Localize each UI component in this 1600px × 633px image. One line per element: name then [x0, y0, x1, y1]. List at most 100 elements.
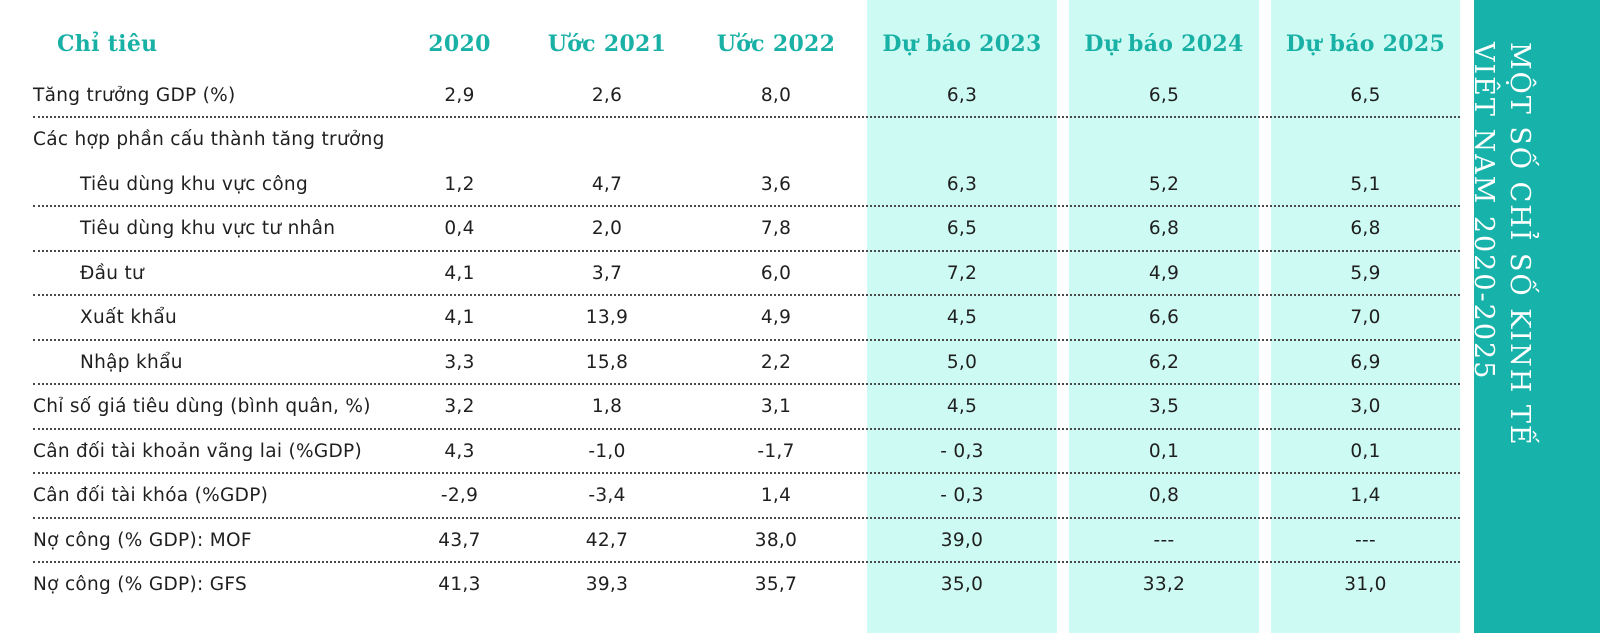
row-value: 6,3: [946, 84, 978, 106]
forecast-2024-highlight: [1069, 0, 1259, 633]
row-value: 2,0: [591, 218, 623, 239]
row-label: Các hợp phần cấu thành tăng trưởng: [33, 129, 385, 150]
row-value: 7,2: [946, 262, 978, 284]
row-label: Cân đối tài khoản vãng lai (%GDP): [33, 440, 363, 462]
row-value: 8,0: [760, 84, 792, 106]
table-row: Xuất khẩu 4,1 13,9 4,9 4,5 6,6 7,0: [0, 296, 1474, 340]
row-value: 3,2: [444, 396, 475, 417]
row-value: 5,9: [1350, 262, 1381, 284]
row-label: Tăng trưởng GDP (%): [33, 84, 236, 106]
table-header-row: Chỉ tiêu 2020 Ước 2021 Ước 2022 Dự báo 2…: [0, 22, 1474, 66]
row-value: 4,9: [760, 307, 792, 328]
row-value: 6,5: [946, 218, 978, 239]
row-separator: [33, 472, 1460, 474]
row-value: 4,1: [444, 307, 475, 328]
row-separator: [33, 516, 1460, 519]
table-row: Tăng trưởng GDP (%) 2,9 2,6 8,0 6,3 6,5 6,5: [0, 73, 1474, 117]
economic-indicators-table: Chỉ tiêu 2020 Ước 2021 Ước 2022 Dự báo 2…: [0, 22, 1474, 607]
row-value: 0,1: [1350, 440, 1381, 462]
forecast-2025-highlight: [1271, 0, 1460, 633]
row-value: -1,0: [588, 440, 626, 462]
row-value: 6,5: [1148, 84, 1180, 106]
row-label: Đầu tư: [80, 262, 145, 284]
row-value: ---: [1153, 529, 1175, 551]
row-value: 5,0: [946, 351, 978, 373]
row-separator: [33, 561, 1460, 563]
table-row: Nợ công (% GDP): MOF 43,7 42,7 38,0 39,0 --- -…: [0, 518, 1474, 562]
row-value: 6,8: [1148, 218, 1180, 239]
row-value: 13,9: [585, 307, 629, 328]
sidebar-panel: [1474, 0, 1600, 633]
row-value: -3,4: [588, 485, 626, 506]
sidebar-title-line2: VIỆT NAM 2020-2025: [1468, 42, 1499, 381]
header-2020: 2020: [428, 31, 491, 57]
row-value: [705, 118, 847, 162]
row-value: 7,0: [1350, 307, 1381, 328]
row-value: 3,1: [760, 396, 792, 417]
row-value: 35,7: [754, 574, 798, 595]
row-value: 6,5: [1350, 84, 1381, 106]
row-label: Nợ công (% GDP): MOF: [33, 529, 252, 551]
row-value: 41,3: [438, 574, 481, 595]
row-value: 1,4: [1350, 485, 1381, 506]
row-label: Cân đối tài khóa (%GDP): [33, 485, 269, 506]
row-value: 7,8: [760, 218, 792, 239]
row-value: 42,7: [585, 529, 629, 551]
table-row: Các hợp phần cấu thành tăng trưởng: [0, 118, 1474, 162]
row-value: 1,2: [444, 173, 475, 195]
row-value: 6,8: [1350, 218, 1381, 239]
row-value: 31,0: [1344, 574, 1387, 595]
row-value: 1,8: [591, 396, 623, 417]
row-value: 39,3: [585, 574, 629, 595]
row-label: Nợ công (% GDP): GFS: [33, 574, 248, 595]
row-value: - 0,3: [940, 440, 984, 462]
row-value: 6,6: [1148, 307, 1180, 328]
row-separator: [33, 383, 1460, 385]
row-value: -2,9: [440, 485, 479, 506]
row-label: Tiêu dùng khu vực tư nhân: [80, 218, 336, 239]
row-value: 4,7: [591, 173, 623, 195]
row-value: [1271, 118, 1460, 162]
row-value: 15,8: [585, 351, 629, 373]
row-value: 3,0: [1350, 396, 1381, 417]
row-value: 6,9: [1350, 351, 1381, 373]
row-separator: [33, 249, 1460, 252]
row-value: [403, 118, 516, 162]
header-2023: Dự báo 2023: [882, 31, 1042, 57]
row-separator: [33, 338, 1460, 341]
row-value: -1,7: [757, 440, 795, 462]
row-value: - 0,3: [940, 485, 984, 506]
sidebar-title-line1: MỘT SỐ CHỈ SỐ KINH TẾ: [1504, 42, 1535, 447]
row-value: 4,9: [1148, 262, 1180, 284]
table-row: Nhập khẩu 3,3 15,8 2,2 5,0 6,2 6,9: [0, 340, 1474, 384]
row-value: 0,1: [1148, 440, 1180, 462]
header-2022: Ước 2022: [716, 31, 836, 57]
row-value: 3,3: [444, 351, 475, 373]
row-label: Chỉ số giá tiêu dùng (bình quân, %): [33, 396, 371, 417]
row-separator: [33, 205, 1460, 207]
row-value: 33,2: [1142, 574, 1186, 595]
row-value: 2,6: [591, 84, 623, 106]
row-separator: [33, 294, 1460, 296]
row-value: 4,3: [444, 440, 475, 462]
row-value: ---: [1355, 529, 1376, 551]
row-value: 3,5: [1148, 396, 1180, 417]
row-value: 35,0: [940, 574, 984, 595]
table-row: Nợ công (% GDP): GFS 41,3 39,3 35,7 35,0 33,2…: [0, 563, 1474, 607]
row-value: 43,7: [438, 529, 481, 551]
row-value: 3,6: [760, 173, 792, 195]
row-value: 0,4: [444, 218, 475, 239]
row-separator: [33, 116, 1460, 118]
row-value: 2,2: [760, 351, 792, 373]
sidebar-title: MỘT SỐ CHỈ SỐ KINH TẾ VIỆT NAM 2020-2025: [1465, 42, 1537, 522]
row-label: Nhập khẩu: [80, 351, 183, 373]
table-row: Tiêu dùng khu vực tư nhân 0,4 2,0 7,8 6,5 6,8…: [0, 207, 1474, 251]
row-label: Tiêu dùng khu vực công: [80, 173, 309, 195]
table-row: Cân đối tài khóa (%GDP) -2,9 -3,4 1,4 - 0,3 0…: [0, 474, 1474, 518]
table-row: Cân đối tài khoản vãng lai (%GDP) 4,3 -1,0…: [0, 429, 1474, 473]
row-value: 4,5: [946, 307, 978, 328]
row-value: 4,1: [444, 262, 475, 284]
row-value: 6,3: [946, 173, 978, 195]
forecast-2023-highlight: [867, 0, 1057, 633]
table-row: Tiêu dùng khu vực công 1,2 4,7 3,6 6,3 5,2 5,1: [0, 162, 1474, 206]
